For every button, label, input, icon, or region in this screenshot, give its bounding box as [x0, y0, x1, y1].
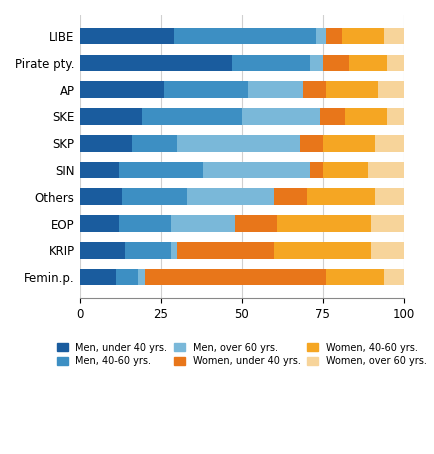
- Bar: [80, 188, 122, 205]
- Bar: [325, 28, 342, 44]
- Bar: [80, 81, 164, 98]
- Bar: [309, 54, 322, 71]
- Bar: [232, 54, 309, 71]
- Bar: [80, 269, 115, 286]
- Bar: [164, 81, 248, 98]
- Bar: [306, 188, 374, 205]
- Bar: [377, 81, 403, 98]
- Bar: [80, 242, 125, 259]
- Bar: [80, 108, 141, 125]
- Bar: [145, 269, 325, 286]
- Bar: [138, 269, 145, 286]
- Bar: [322, 54, 348, 71]
- Bar: [241, 108, 319, 125]
- Bar: [319, 108, 345, 125]
- Bar: [115, 269, 138, 286]
- Bar: [309, 162, 322, 178]
- Bar: [80, 162, 118, 178]
- Bar: [203, 162, 309, 178]
- Bar: [248, 81, 302, 98]
- Bar: [342, 28, 383, 44]
- Bar: [177, 135, 299, 152]
- Bar: [383, 28, 403, 44]
- Bar: [302, 81, 325, 98]
- Bar: [322, 162, 367, 178]
- Bar: [325, 81, 377, 98]
- Bar: [141, 108, 241, 125]
- Bar: [387, 54, 403, 71]
- Bar: [174, 28, 316, 44]
- Bar: [177, 242, 273, 259]
- Bar: [118, 162, 203, 178]
- Bar: [367, 162, 403, 178]
- Bar: [80, 135, 132, 152]
- Bar: [371, 242, 403, 259]
- Bar: [387, 108, 403, 125]
- Bar: [80, 215, 118, 232]
- Bar: [345, 108, 387, 125]
- Bar: [374, 135, 403, 152]
- Bar: [273, 188, 306, 205]
- Bar: [187, 188, 273, 205]
- Bar: [299, 135, 322, 152]
- Bar: [348, 54, 387, 71]
- Bar: [371, 215, 403, 232]
- Bar: [125, 242, 170, 259]
- Bar: [383, 269, 403, 286]
- Bar: [322, 135, 374, 152]
- Bar: [80, 28, 174, 44]
- Bar: [170, 215, 235, 232]
- Bar: [277, 215, 371, 232]
- Bar: [118, 215, 170, 232]
- Bar: [170, 242, 177, 259]
- Bar: [273, 242, 371, 259]
- Bar: [235, 215, 277, 232]
- Legend: Men, under 40 yrs., Men, 40-60 yrs., Men, over 60 yrs., Women, under 40 yrs., Wo: Men, under 40 yrs., Men, 40-60 yrs., Men…: [57, 343, 426, 366]
- Bar: [374, 188, 403, 205]
- Bar: [122, 188, 187, 205]
- Bar: [132, 135, 177, 152]
- Bar: [325, 269, 383, 286]
- Bar: [316, 28, 325, 44]
- Bar: [80, 54, 232, 71]
